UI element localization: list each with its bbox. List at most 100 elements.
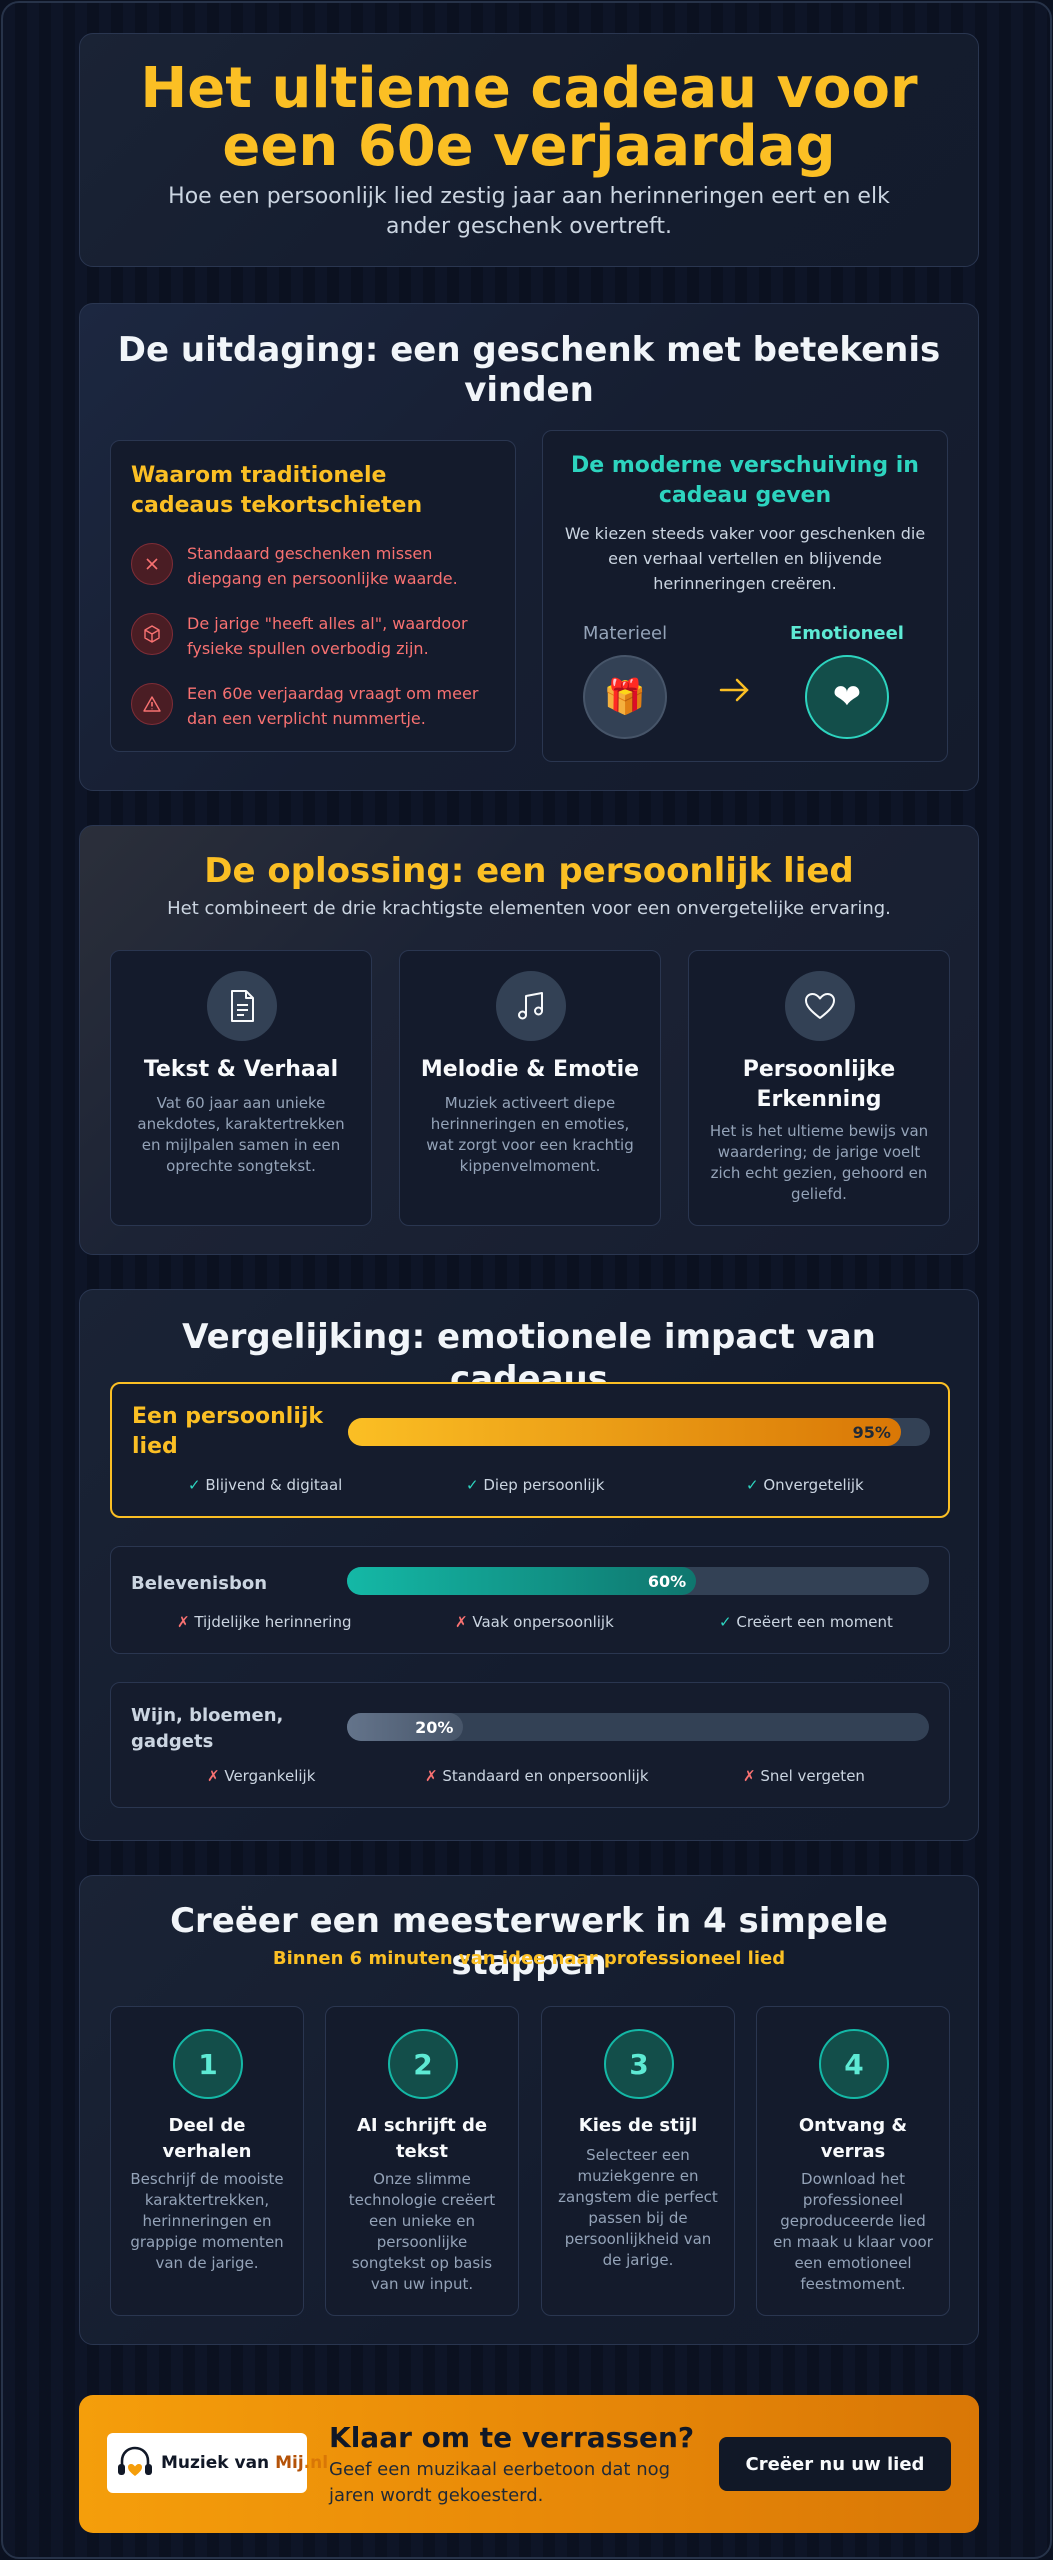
steps-subtitle: Binnen 6 minuten van idee naar professio…: [272, 1948, 786, 1969]
cta-subtitle: Geef een muzikaal eerbetoon dat nog jare…: [329, 2459, 671, 2506]
comparison-row: Belevenisbon 60% ✗ Tijdelijke herinnerin…: [110, 1546, 950, 1654]
comparison-label: Wijn, bloemen, gadgets: [131, 1705, 284, 1752]
heart-icon: [785, 971, 855, 1041]
step-title: Kies de stijl: [578, 2115, 698, 2136]
cta-title: Klaar om te verrassen?: [329, 2421, 695, 2454]
pillar-title: Melodie & Emotie: [420, 1057, 640, 1082]
headphones-heart-icon: [115, 2443, 155, 2487]
step-text: Selecteer een muziekgenre en zangstem di…: [558, 2146, 718, 2269]
challenge-section: De uitdaging: een geschenk met betekenis…: [79, 303, 979, 791]
create-song-button[interactable]: Creëer nu uw lied: [719, 2437, 951, 2491]
solution-title: De oplossing: een persoonlijk lied: [204, 851, 854, 891]
cross-icon: ✗: [455, 1613, 468, 1631]
cta-banner: Muziek van Mij.nl Klaar om te verrassen?…: [79, 2395, 979, 2533]
step-card: 3 Kies de stijl Selecteer een muziekgenr…: [541, 2006, 735, 2316]
steps-section: Creëer een meesterwerk in 4 simpele stap…: [79, 1875, 979, 2345]
challenge-title: De uitdaging: een geschenk met betekenis…: [117, 330, 941, 410]
pillar-card: Persoonlijke Erkenning Het is het ultiem…: [688, 950, 950, 1226]
x-icon: [131, 543, 173, 585]
material-label: Materieel: [582, 623, 668, 644]
step-title: AI schrijft de tekst: [356, 2115, 488, 2162]
comparison-tag: ✗ Tijdelijke herinnering: [177, 1613, 352, 1631]
check-icon: ✓: [188, 1476, 201, 1494]
hero-title: Het ultieme cadeau voor een 60e verjaard…: [140, 56, 918, 179]
step-title: Deel de verhalen: [162, 2115, 252, 2162]
comparison-tag: ✓ Creëert een moment: [719, 1613, 893, 1631]
pillar-card: Melodie & Emotie Muziek activeert diepe …: [399, 950, 661, 1226]
step-card: 4 Ontvang & verras Download het professi…: [756, 2006, 950, 2316]
arrow-right-icon: [717, 675, 753, 709]
solution-subtitle: Het combineert de drie krachtigste eleme…: [167, 898, 891, 919]
impact-value: 95%: [852, 1423, 891, 1442]
pillar-card: Tekst & Verhaal Vat 60 jaar aan unieke a…: [110, 950, 372, 1226]
document-icon: [207, 971, 277, 1041]
impact-bar-fill: 95%: [348, 1418, 901, 1446]
step-number: 3: [604, 2029, 674, 2099]
comparison-tag: ✓ Blijvend & digitaal: [188, 1476, 343, 1494]
step-number: 1: [173, 2029, 243, 2099]
box-icon: [131, 613, 173, 655]
hero-section: Het ultieme cadeau voor een 60e verjaard…: [79, 33, 979, 267]
step-card: 1 Deel de verhalen Beschrijf de mooiste …: [110, 2006, 304, 2316]
impact-bar: 60%: [347, 1567, 929, 1595]
traditional-gifts-card: Waarom traditionele cadeaus tekortschiet…: [110, 440, 516, 752]
pillar-title: Tekst & Verhaal: [143, 1057, 339, 1082]
step-text: Beschrijf de mooiste karaktertrekken, he…: [130, 2170, 284, 2272]
comparison-tag: ✗ Vergankelijk: [207, 1767, 316, 1785]
comparison-tag: ✓ Onvergetelijk: [746, 1476, 864, 1494]
traditional-item-text: De jarige "heeft alles al", waardoor fys…: [187, 614, 468, 658]
step-number: 2: [388, 2029, 458, 2099]
gift-icon: 🎁: [583, 655, 667, 739]
step-number: 4: [819, 2029, 889, 2099]
step-text: Onze slimme technologie creëert een unie…: [348, 2170, 496, 2293]
step-text: Download het professioneel geproduceerde…: [773, 2170, 933, 2293]
modern-description: We kiezen steeds vaker voor geschenken d…: [564, 524, 926, 593]
heart-icon: ❤: [805, 655, 889, 739]
traditional-item-text: Standaard geschenken missen diepgang en …: [187, 544, 458, 588]
emotional-label: Emotioneel: [790, 623, 904, 644]
traditional-item: Een 60e verjaardag vraagt om meer dan ee…: [131, 683, 501, 733]
pillar-text: Vat 60 jaar aan unieke anekdotes, karakt…: [137, 1094, 345, 1175]
pillar-text: Het is het ultieme bewijs van waardering…: [709, 1122, 929, 1203]
cross-icon: ✗: [177, 1613, 190, 1631]
impact-bar: 20%: [347, 1713, 929, 1741]
cross-icon: ✗: [425, 1767, 438, 1785]
step-title: Ontvang & verras: [798, 2115, 908, 2162]
step-card: 2 AI schrijft de tekst Onze slimme techn…: [325, 2006, 519, 2316]
steps-title: Creëer een meesterwerk in 4 simpele stap…: [170, 1901, 888, 1983]
hero-subtitle: Hoe een persoonlijk lied zestig jaar aan…: [168, 184, 890, 239]
comparison-row: Een persoonlijk lied 95% ✓ Blijvend & di…: [110, 1382, 950, 1518]
pillar-title: Persoonlijke Erkenning: [742, 1057, 896, 1112]
check-icon: ✓: [746, 1476, 759, 1494]
comparison-row: Wijn, bloemen, gadgets 20% ✗ Vergankelij…: [110, 1682, 950, 1808]
comparison-section: Vergelijking: emotionele impact van cade…: [79, 1289, 979, 1841]
traditional-item: Standaard geschenken missen diepgang en …: [131, 543, 501, 593]
impact-value: 60%: [647, 1572, 687, 1591]
modern-title: De moderne verschuiving in cadeau geven: [571, 453, 919, 508]
check-icon: ✓: [466, 1476, 479, 1494]
solution-section: De oplossing: een persoonlijk lied Het c…: [79, 825, 979, 1255]
cross-icon: ✗: [207, 1767, 220, 1785]
impact-bar-fill: 60%: [347, 1567, 697, 1595]
impact-bar: 95%: [348, 1418, 930, 1446]
comparison-label: Belevenisbon: [131, 1573, 268, 1594]
comparison-tag: ✗ Vaak onpersoonlijk: [455, 1613, 614, 1631]
comparison-title: Vergelijking: emotionele impact van cade…: [182, 1317, 876, 1399]
impact-bar-fill: 20%: [347, 1713, 464, 1741]
traditional-item: De jarige "heeft alles al", waardoor fys…: [131, 613, 501, 663]
traditional-item-text: Een 60e verjaardag vraagt om meer dan ee…: [187, 684, 479, 728]
check-icon: ✓: [719, 1613, 732, 1631]
brand-logo-text: Muziek van Mij.nl: [161, 2453, 329, 2473]
warning-icon: [131, 683, 173, 725]
comparison-tag: ✓ Diep persoonlijk: [466, 1476, 605, 1494]
music-note-icon: [496, 971, 566, 1041]
modern-shift-card: De moderne verschuiving in cadeau geven …: [542, 430, 948, 762]
traditional-title: Waarom traditionele cadeaus tekortschiet…: [131, 463, 423, 518]
comparison-label: Een persoonlijk lied: [132, 1404, 324, 1459]
cross-icon: ✗: [743, 1767, 756, 1785]
comparison-tag: ✗ Snel vergeten: [743, 1767, 865, 1785]
pillar-text: Muziek activeert diepe herinneringen en …: [426, 1094, 634, 1175]
comparison-tag: ✗ Standaard en onpersoonlijk: [425, 1767, 649, 1785]
brand-logo[interactable]: Muziek van Mij.nl: [107, 2433, 328, 2493]
